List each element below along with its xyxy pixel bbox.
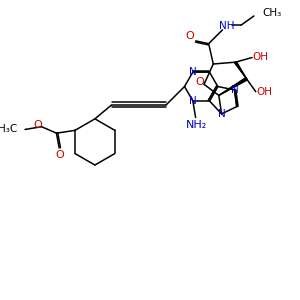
Text: O: O — [34, 120, 42, 130]
Text: CH₃: CH₃ — [262, 8, 281, 18]
Polygon shape — [219, 78, 247, 95]
Text: N: N — [218, 109, 226, 119]
Text: H₃C: H₃C — [0, 124, 18, 134]
Text: OH: OH — [256, 87, 272, 97]
Text: N: N — [189, 96, 197, 106]
Text: N: N — [231, 85, 239, 95]
Text: NH: NH — [219, 21, 235, 31]
Text: N: N — [189, 67, 197, 77]
Text: OH: OH — [252, 52, 268, 61]
Text: O: O — [186, 31, 195, 41]
Text: NH₂: NH₂ — [186, 120, 207, 130]
Text: O: O — [195, 77, 204, 88]
Polygon shape — [235, 61, 247, 79]
Text: O: O — [56, 150, 64, 160]
